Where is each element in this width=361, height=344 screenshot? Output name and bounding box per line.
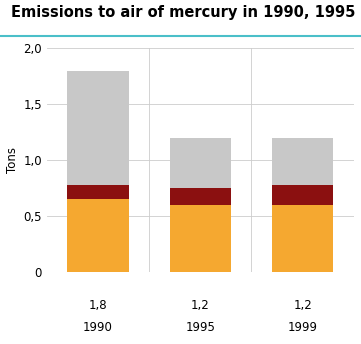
Bar <box>170 188 231 205</box>
Text: 1,8: 1,8 <box>89 299 107 312</box>
Text: 1999: 1999 <box>288 321 318 334</box>
Text: 1990: 1990 <box>83 321 113 334</box>
Bar <box>68 185 129 199</box>
Bar <box>68 71 129 184</box>
Bar <box>170 205 231 272</box>
Y-axis label: Tons: Tons <box>6 147 19 173</box>
Bar <box>68 199 129 272</box>
Text: 1,2: 1,2 <box>191 299 210 312</box>
Text: 1995: 1995 <box>186 321 215 334</box>
Bar <box>272 184 333 205</box>
Bar <box>272 205 333 272</box>
Bar <box>272 138 333 184</box>
Bar <box>170 138 231 188</box>
Text: Emissions to air of mercury in 1990, 1995 and 1999: Emissions to air of mercury in 1990, 199… <box>11 5 361 20</box>
Text: 1,2: 1,2 <box>293 299 312 312</box>
